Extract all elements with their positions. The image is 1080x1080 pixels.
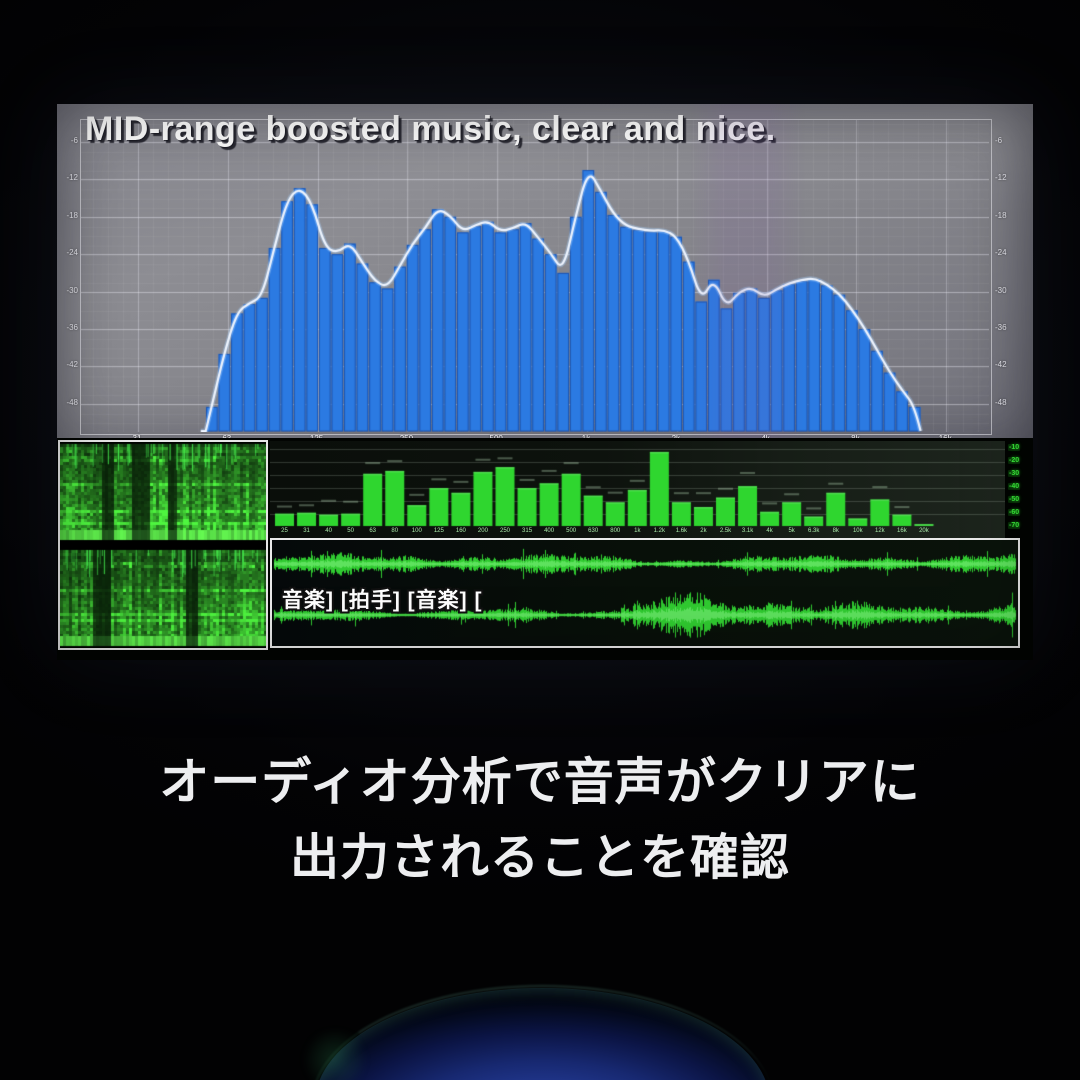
rta-freq-tick: 10k xyxy=(852,528,863,534)
spectrum-db-tick-right: -24 xyxy=(995,248,1007,258)
rta-x-axis: 25 31 40 50 63 80 100 125 160 200 250 315 400 500 630 8… xyxy=(270,527,1005,538)
rta-freq-tick: 16k xyxy=(897,528,907,534)
spectrum-db-tick-right: -18 xyxy=(995,210,1007,220)
rta-freq-tick: 4k xyxy=(766,528,773,534)
spectrum-plot-frame xyxy=(80,119,992,435)
rta-freq-tick: 2k xyxy=(700,528,707,534)
rta-freq-tick: 5k xyxy=(788,528,795,534)
rta-db-tick: -20 xyxy=(1008,457,1021,464)
spectrum-db-tick-right: -48 xyxy=(995,397,1007,407)
spectrum-db-tick-left: -42 xyxy=(66,360,78,370)
rta-freq-tick: 20k xyxy=(919,528,929,534)
rta-freq-tick: 31 xyxy=(303,528,310,534)
rta-freq-tick: 400 xyxy=(544,528,555,534)
caption-subtitle-overlay: 音楽] [拍手] [音楽] [ xyxy=(282,589,483,612)
rta-freq-tick: 315 xyxy=(522,528,533,534)
rta-freq-tick: 250 xyxy=(499,528,510,534)
spectrum-db-tick-right: -12 xyxy=(995,173,1007,183)
rta-freq-tick: 40 xyxy=(325,528,332,534)
spectrum-db-tick-left: -36 xyxy=(66,322,78,332)
rta-freq-tick: 1.2k xyxy=(653,528,666,534)
spectrum-db-tick-right: -42 xyxy=(995,360,1007,370)
rta-freq-tick: 200 xyxy=(477,528,488,534)
rta-freq-tick: 800 xyxy=(610,528,621,534)
projector-screen: MID-range boosted music, clear and nice.… xyxy=(57,104,1033,660)
rta-freq-tick: 100 xyxy=(411,528,422,534)
speaker-rim-highlight xyxy=(311,985,774,1080)
spectrum-canvas xyxy=(81,120,989,432)
rta-freq-tick: 6.3k xyxy=(808,528,820,534)
spectrum-db-tick-left: -18 xyxy=(66,210,78,220)
rta-freq-tick: 125 xyxy=(433,528,444,534)
caption-line-2: 出力されることを確認 xyxy=(289,830,790,885)
rta-db-tick: -30 xyxy=(1008,470,1021,477)
rta-freq-tick: 8k xyxy=(832,528,839,534)
rta-db-tick: -40 xyxy=(1008,483,1021,490)
spectrum-db-tick-left: -24 xyxy=(66,248,78,258)
rta-freq-tick: 3.1k xyxy=(741,528,754,534)
spectrum-analyzer-panel: MID-range boosted music, clear and nice.… xyxy=(57,104,1033,438)
rta-db-tick: -70 xyxy=(1008,522,1021,529)
rta-freq-tick: 25 xyxy=(281,528,288,534)
rta-db-tick: -60 xyxy=(1008,509,1021,516)
spectrum-db-tick-right: -6 xyxy=(995,136,1003,145)
rta-freq-tick: 63 xyxy=(369,528,377,534)
spectrum-title: MID-range boosted music, clear and nice. xyxy=(85,110,776,148)
speaker-side-glow xyxy=(300,1030,370,1080)
rta-freq-tick: 2.5k xyxy=(719,528,732,534)
spectrum-db-tick-left: -6 xyxy=(70,136,78,145)
rta-db-tick: -10 xyxy=(1008,444,1021,451)
stereo-spectrogram-panel xyxy=(58,440,268,650)
rta-bar-panel: 25 31 40 50 63 80 100 125 160 200 250 315 400 500 630 8… xyxy=(270,441,1005,538)
rta-freq-tick: 50 xyxy=(347,528,354,534)
caption-line-1: オーディオ分析で音声がクリアに xyxy=(159,754,921,810)
post-caption: オーディオ分析で音声がクリアに 出力されることを確認 xyxy=(0,752,1080,888)
spectrogram-canvas xyxy=(60,442,266,648)
rta-db-tick: -50 xyxy=(1008,496,1021,503)
spectrum-db-tick-right: -30 xyxy=(995,285,1007,295)
spectrum-db-tick-right: -36 xyxy=(995,322,1007,332)
rta-freq-tick: 1.6k xyxy=(675,528,688,534)
rta-freq-tick: 80 xyxy=(391,528,399,534)
rta-canvas xyxy=(270,441,1005,527)
waveform-canvas xyxy=(272,540,1018,646)
speaker-device xyxy=(311,985,774,1080)
rta-freq-tick: 12k xyxy=(875,528,885,534)
stereo-waveform-panel: 音楽] [拍手] [音楽] [ xyxy=(270,538,1020,648)
spectrum-db-tick-left: -12 xyxy=(66,173,78,183)
rta-freq-tick: 500 xyxy=(566,528,577,534)
rta-freq-tick: 630 xyxy=(588,528,599,534)
spectrum-db-tick-left: -30 xyxy=(66,285,78,295)
rta-freq-tick: 160 xyxy=(455,528,466,534)
spectrum-db-tick-left: -48 xyxy=(66,397,78,407)
rta-freq-tick: 1k xyxy=(634,528,641,534)
